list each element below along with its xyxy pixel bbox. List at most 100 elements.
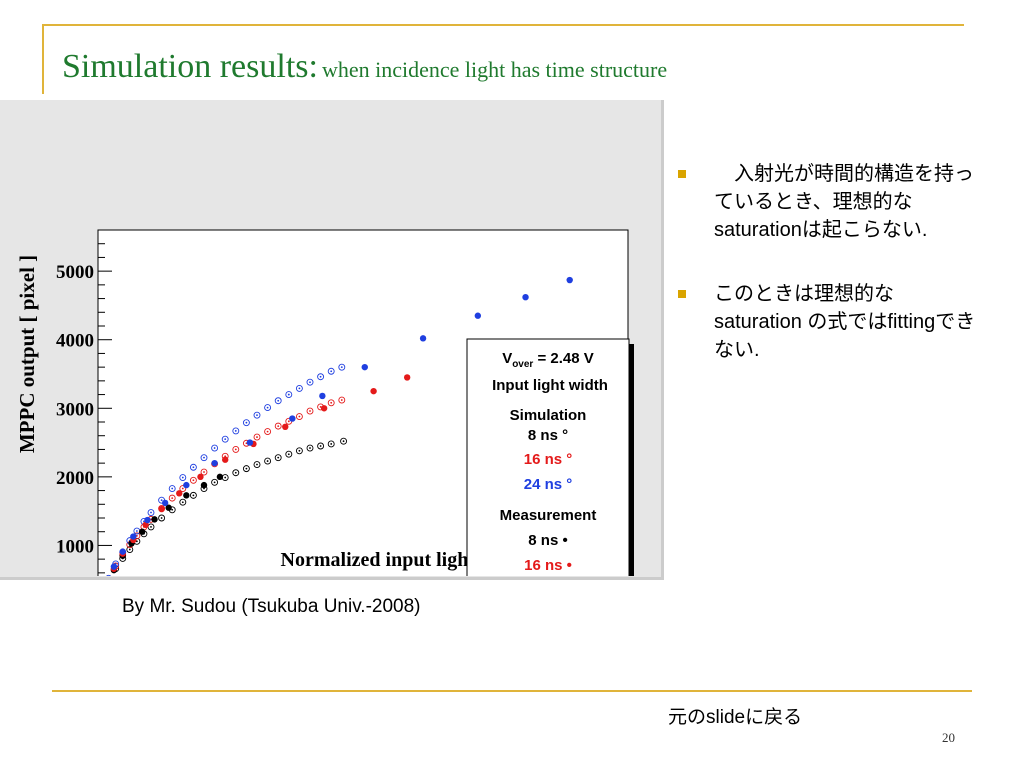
measurement-point [246, 439, 254, 446]
measurement-point [130, 533, 137, 540]
simulation-point-center [256, 436, 258, 438]
simulation-point [232, 445, 240, 453]
scatter-chart: 050001000015000010002000300040005000 MPP… [15, 229, 634, 576]
measurement-point [183, 481, 190, 489]
simulation-point-center [234, 430, 237, 432]
simulation-point-center [340, 399, 343, 401]
simulation-point-center [234, 471, 237, 474]
simulation-point [211, 444, 219, 452]
simulation-point-center [340, 366, 343, 369]
simulation-point [327, 367, 335, 375]
measurement-point [566, 276, 573, 284]
credit-text: By Mr. Sudou (Tsukuba Univ.-2008) [122, 596, 421, 617]
simulation-point-center [266, 460, 269, 462]
bullet-square-icon [678, 170, 686, 178]
simulation-point-center [309, 447, 311, 449]
slide-title: Simulation results: when incidence light… [62, 48, 667, 86]
simulation-point [253, 461, 261, 468]
measurement-point [403, 374, 411, 381]
y-tick-label: 3000 [56, 399, 94, 420]
bullet-text: 入射光が時間的構造を持っているとき、理想的なsaturationは起こらない. [714, 163, 974, 241]
measurement-point [176, 490, 183, 497]
simulation-point [147, 509, 155, 516]
simulation-point-center [128, 548, 131, 551]
measurement-point [119, 548, 126, 555]
measurement-point [289, 415, 296, 422]
simulation-point [158, 514, 166, 522]
legend-title-v: V [502, 350, 512, 367]
simulation-point [242, 465, 250, 473]
measurement-point [216, 473, 224, 481]
simulation-point-center [319, 375, 322, 378]
legend-title-sub: over [512, 359, 533, 370]
legend-entry-label: 24 ns ° [524, 476, 573, 493]
measurement-point [161, 499, 169, 507]
measurement-point [222, 456, 229, 463]
legend-title-rest: = 2.48 V [533, 350, 593, 367]
y-tick-label: 5000 [56, 262, 94, 283]
measurement-point [419, 335, 427, 342]
simulation-point-center [192, 479, 195, 482]
legend-title: Vover = 2.48 V [502, 350, 594, 370]
simulation-point-center [298, 449, 301, 452]
simulation-point-center [181, 501, 184, 504]
simulation-point [264, 428, 272, 436]
simulation-point-center [277, 425, 280, 428]
measurement-point [151, 516, 158, 523]
y-tick-label: 4000 [56, 331, 94, 352]
simulation-point-center [256, 414, 258, 417]
simulation-point-center [319, 406, 322, 408]
legend: Vover = 2.48 V Input light width Simulat… [466, 338, 634, 576]
simulation-point-center [342, 440, 345, 443]
y-axis-label: MPPC output [ pixel ] [15, 255, 39, 453]
bullet-square-icon [678, 290, 686, 298]
title-top-rule [44, 24, 964, 26]
simulation-point [306, 444, 314, 452]
simulation-point [274, 397, 282, 405]
simulation-point [253, 433, 261, 441]
simulation-point [285, 391, 293, 399]
measurement-point [165, 504, 172, 511]
measurement-point [474, 312, 482, 319]
simulation-point-center [135, 530, 138, 532]
simulation-point [317, 442, 325, 450]
legend-entry-label: 8 ns • [528, 532, 567, 549]
simulation-point [274, 422, 282, 430]
title-left-rule [42, 24, 44, 94]
simulation-point [126, 546, 134, 553]
bullet-item: 入射光が時間的構造を持っているとき、理想的なsaturationは起こらない. [676, 160, 976, 244]
simulation-point-center [245, 467, 248, 470]
measurement-point [282, 423, 289, 430]
simulation-point [168, 485, 176, 492]
simulation-point-center [277, 399, 280, 402]
simulation-point-center [181, 476, 184, 479]
data-points [106, 276, 573, 576]
simulation-point-center [181, 487, 184, 490]
measurement-point [142, 521, 149, 529]
simulation-point [221, 435, 229, 443]
simulation-point-center [330, 370, 333, 373]
measurement-point [320, 405, 328, 412]
simulation-point-center [309, 410, 311, 412]
simulation-point [179, 474, 187, 481]
simulation-point [338, 363, 346, 371]
simulation-point [264, 404, 272, 412]
page-number: 20 [942, 730, 955, 745]
slide-title-main: Simulation results: [62, 48, 318, 85]
back-to-slide-link[interactable]: 元のslideに戻る [668, 707, 803, 728]
simulation-point-center [143, 520, 145, 523]
simulation-point [200, 454, 208, 462]
simulation-point-center [224, 476, 227, 479]
simulation-point-center [150, 526, 152, 528]
measurement-point [144, 516, 151, 524]
simulation-point-center [298, 387, 301, 390]
simulation-point-center [256, 463, 258, 466]
simulation-point [285, 450, 293, 458]
footer-rule [52, 690, 972, 692]
simulation-point-center [319, 445, 322, 447]
legend-line2: Input light width [492, 377, 608, 394]
legend-entry-label: 16 ns • [524, 557, 572, 574]
measurement-point [138, 528, 146, 535]
simulation-point-center [266, 406, 269, 409]
simulation-point-center [266, 430, 269, 433]
